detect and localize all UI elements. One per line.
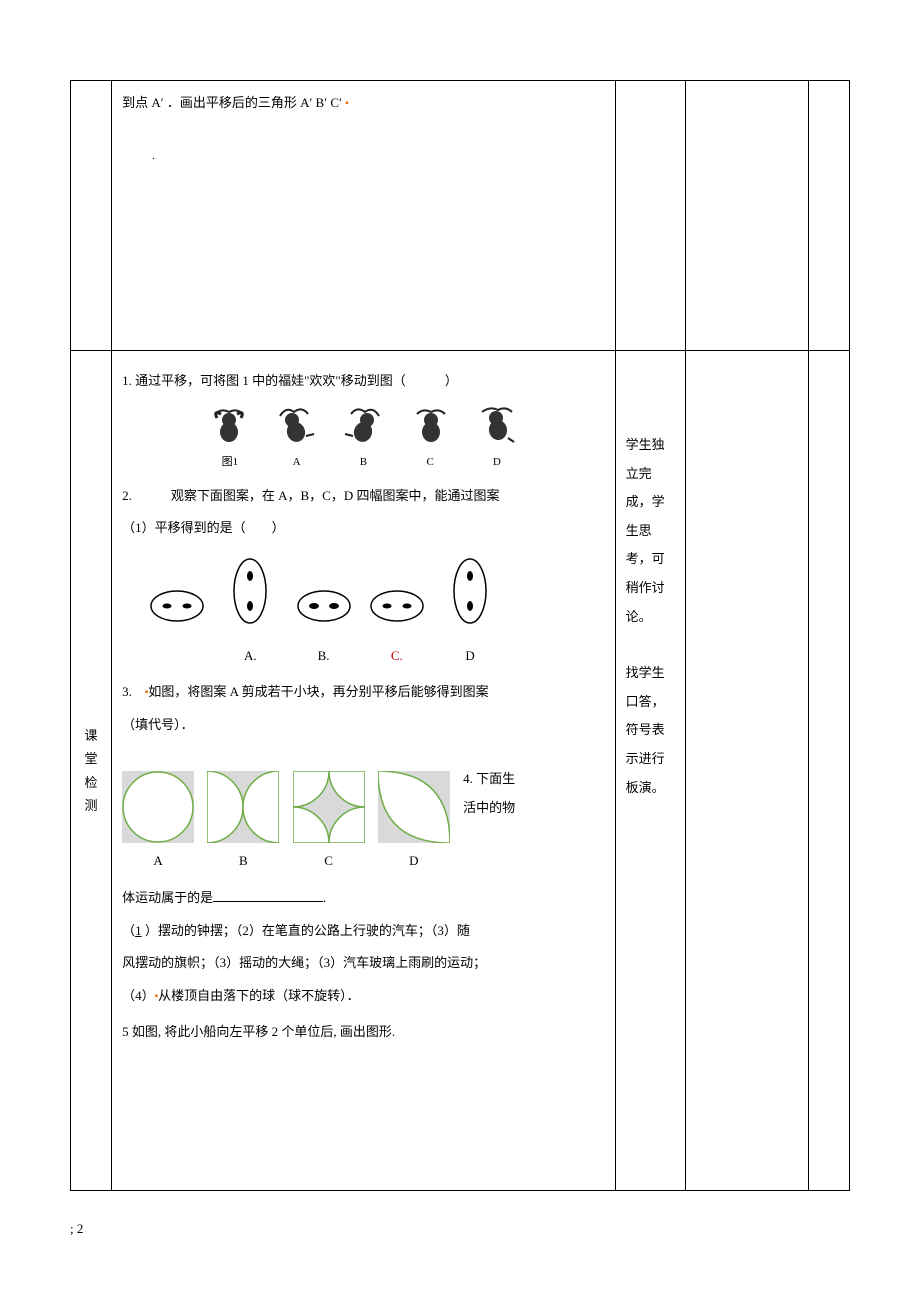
decorative-dot: .	[152, 148, 155, 163]
tile-b-icon	[207, 771, 279, 843]
side-note-b: 找学生口答，符号表示进行板演。	[626, 659, 675, 802]
q3-tail: （填代号）．	[122, 717, 194, 732]
eyes-label: A.	[215, 642, 285, 671]
q4-inline-b: 活中的物	[463, 800, 515, 815]
fuwa-images-row	[122, 406, 605, 446]
q1-text: 1. 通过平移，可将图 1 中的福娃"欢欢"移动到图（ ）	[122, 373, 458, 388]
row1-col1	[71, 81, 112, 351]
section-label: 课堂检测	[81, 724, 101, 818]
q4-inline-a: 4. 下面生	[463, 771, 515, 786]
tile-label: A	[122, 847, 194, 876]
page-number: ; 2	[70, 1221, 850, 1237]
fuwa-label: A	[275, 450, 319, 474]
q4-opts-c2: 从楼顶自由落下的球（球不旋转）．	[158, 988, 360, 1003]
fuwa-label: 图1	[208, 450, 252, 474]
q4-inline: 4. 下面生 活中的物	[463, 747, 553, 822]
question-3: 3. ▪如图，将图案 A 剪成若干小块，再分别平移后能够得到图案 （填代号）．	[122, 678, 605, 739]
q3-rest: 如图，将图案 A 剪成若干小块，再分别平移后能够得到图案	[148, 684, 488, 699]
fuwa-d-icon	[476, 406, 520, 446]
fuwa-label: C	[408, 450, 452, 474]
q2-sub: （1）平移得到的是（ ）	[122, 520, 285, 535]
eyes-b-icon	[289, 556, 359, 637]
eyes-c-icon	[362, 556, 432, 637]
eyes-label: D	[435, 642, 505, 671]
row1-col2: 到点 A′ ．画出平移后的三角形 A′ B′ C′ ▪	[112, 81, 616, 351]
q5-text: 5 如图, 将此小船向左平移 2 个单位后, 画出图形.	[122, 1024, 395, 1039]
tile-c-icon	[293, 771, 365, 843]
row2-col1: 课堂检测	[71, 351, 112, 1191]
eyes-d-icon	[435, 551, 505, 642]
eyes-label: B.	[289, 642, 359, 671]
row1-col3	[615, 81, 685, 351]
tile-label: C	[293, 847, 365, 876]
fuwa-c-icon	[409, 406, 453, 446]
row1-col5	[808, 81, 849, 351]
q4-line: 体运动属于的是	[122, 890, 213, 905]
lesson-table: 到点 A′ ．画出平移后的三角形 A′ B′ C′ ▪ 课堂检测 1. 通过平移…	[70, 80, 850, 1191]
q2-lead: 2. 观察下面图案，在 A，B，C，D 四幅图案中，能通过图案	[122, 488, 499, 503]
q3-lead: 3.	[122, 684, 145, 699]
fuwa-a-icon	[274, 406, 318, 446]
row2-col4	[685, 351, 808, 1191]
q4-opts-b: 风摆动的旗帜；（3）摇动的大绳；（3）汽车玻璃上雨刷的运动；	[122, 955, 486, 970]
fuwa-label: B	[341, 450, 385, 474]
eyes-row	[122, 551, 605, 642]
eyes-labels-row: A. B. C. D	[122, 642, 605, 671]
row2-col2: 1. 通过平移，可将图 1 中的福娃"欢欢"移动到图（ ）	[112, 351, 616, 1191]
row2-col5	[808, 351, 849, 1191]
row1-text: 到点 A′ ．画出平移后的三角形 A′ B′ C′	[122, 95, 345, 110]
tile-d-icon	[378, 771, 450, 843]
fuwa-labels-row: 图1 A B C D	[122, 450, 605, 474]
tile-label: D	[378, 847, 450, 876]
orange-dot-icon: ▪	[345, 98, 349, 109]
eyes-base-icon	[142, 556, 212, 637]
tiles-and-q4: 4. 下面生 活中的物 A B C D	[122, 747, 605, 876]
tiles-row	[122, 771, 460, 843]
eyes-label-c: C.	[362, 642, 432, 671]
question-5: 5 如图, 将此小船向左平移 2 个单位后, 画出图形.	[122, 1018, 605, 1047]
question-2: 2. 观察下面图案，在 A，B，C，D 四幅图案中，能通过图案 （1）平移得到的…	[122, 482, 605, 543]
row2-col3: 学生独立完成，学生思考，可稍作讨论。 找学生口答，符号表示进行板演。	[615, 351, 685, 1191]
tile-label: B	[207, 847, 279, 876]
eyes-a-icon	[215, 551, 285, 642]
tile-labels-row: A B C D	[122, 847, 605, 876]
blank-line	[213, 889, 323, 902]
row1-col4	[685, 81, 808, 351]
fuwa-b-icon	[341, 406, 385, 446]
fuwa-label: D	[475, 450, 519, 474]
question-4: 体运动属于的是. （1 ）摆动的钟摆；（2）在笔直的公路上行驶的汽车；（3）随 …	[122, 884, 605, 1010]
tile-a-icon	[122, 771, 194, 843]
q4-opts-a: （1 ）摆动的钟摆；（2）在笔直的公路上行驶的汽车；（3）随	[122, 923, 470, 938]
side-note-a: 学生独立完成，学生思考，可稍作讨论。	[626, 431, 675, 631]
q4-opts-c: （4）	[122, 988, 155, 1003]
fuwa-1-icon	[207, 406, 251, 446]
question-1: 1. 通过平移，可将图 1 中的福娃"欢欢"移动到图（ ）	[122, 367, 605, 396]
